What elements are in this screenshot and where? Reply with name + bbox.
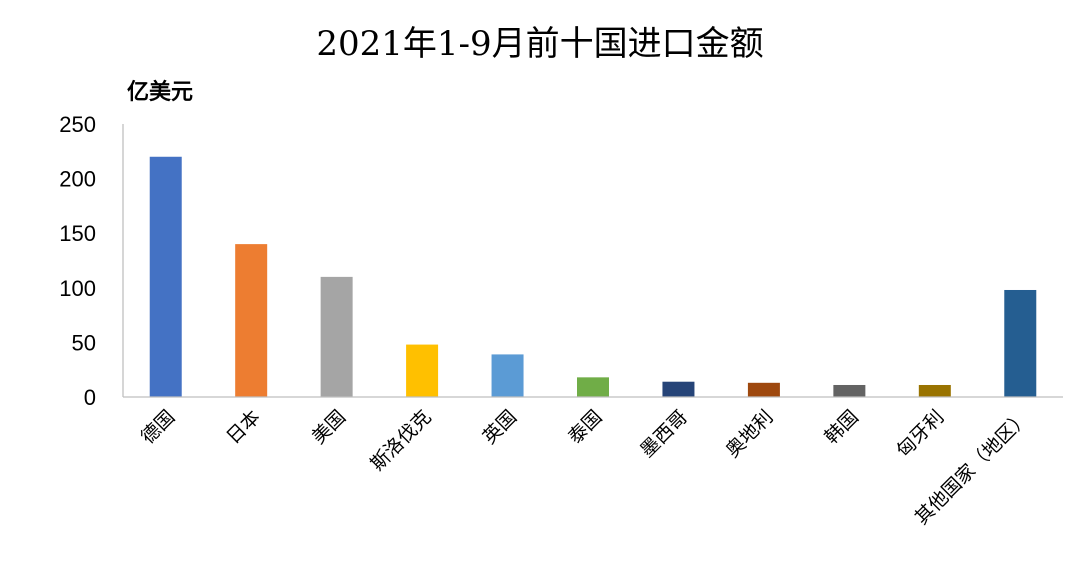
- bar: [491, 354, 524, 397]
- x-tick-label: 泰国: [564, 406, 606, 448]
- bar: [662, 381, 695, 397]
- x-tick-label: 斯洛伐克: [366, 406, 435, 475]
- x-tick-label: 奥地利: [722, 406, 778, 462]
- x-tick-label: 韩国: [820, 406, 862, 448]
- x-tick-label: 墨西哥: [636, 406, 692, 462]
- y-tick-label: 250: [59, 112, 96, 137]
- y-tick-label: 100: [59, 276, 96, 301]
- y-tick-label: 0: [84, 385, 96, 410]
- x-tick-label: 英国: [479, 406, 521, 448]
- y-tick-label: 200: [59, 167, 96, 192]
- bar: [1004, 289, 1037, 397]
- y-axis-unit-label: 亿美元: [127, 79, 193, 105]
- y-tick-label: 50: [72, 330, 96, 355]
- bar: [406, 344, 439, 397]
- bar: [235, 244, 268, 397]
- bar: [577, 377, 609, 397]
- x-tick-label: 日本: [222, 406, 264, 448]
- bar: [833, 384, 866, 397]
- y-axis: 0 50 100 150 200 250: [59, 112, 96, 410]
- x-tick-label: 匈牙利: [892, 406, 948, 462]
- bar: [149, 156, 182, 397]
- bars: [149, 156, 1037, 397]
- x-tick-label: 美国: [308, 406, 350, 448]
- y-tick-label: 150: [59, 221, 96, 246]
- x-tick-label: 德国: [137, 406, 179, 448]
- bar: [320, 276, 353, 397]
- bar: [918, 384, 951, 397]
- chart-title: 2021年1-9月前十国进口金额: [316, 24, 763, 64]
- bar: [747, 382, 780, 397]
